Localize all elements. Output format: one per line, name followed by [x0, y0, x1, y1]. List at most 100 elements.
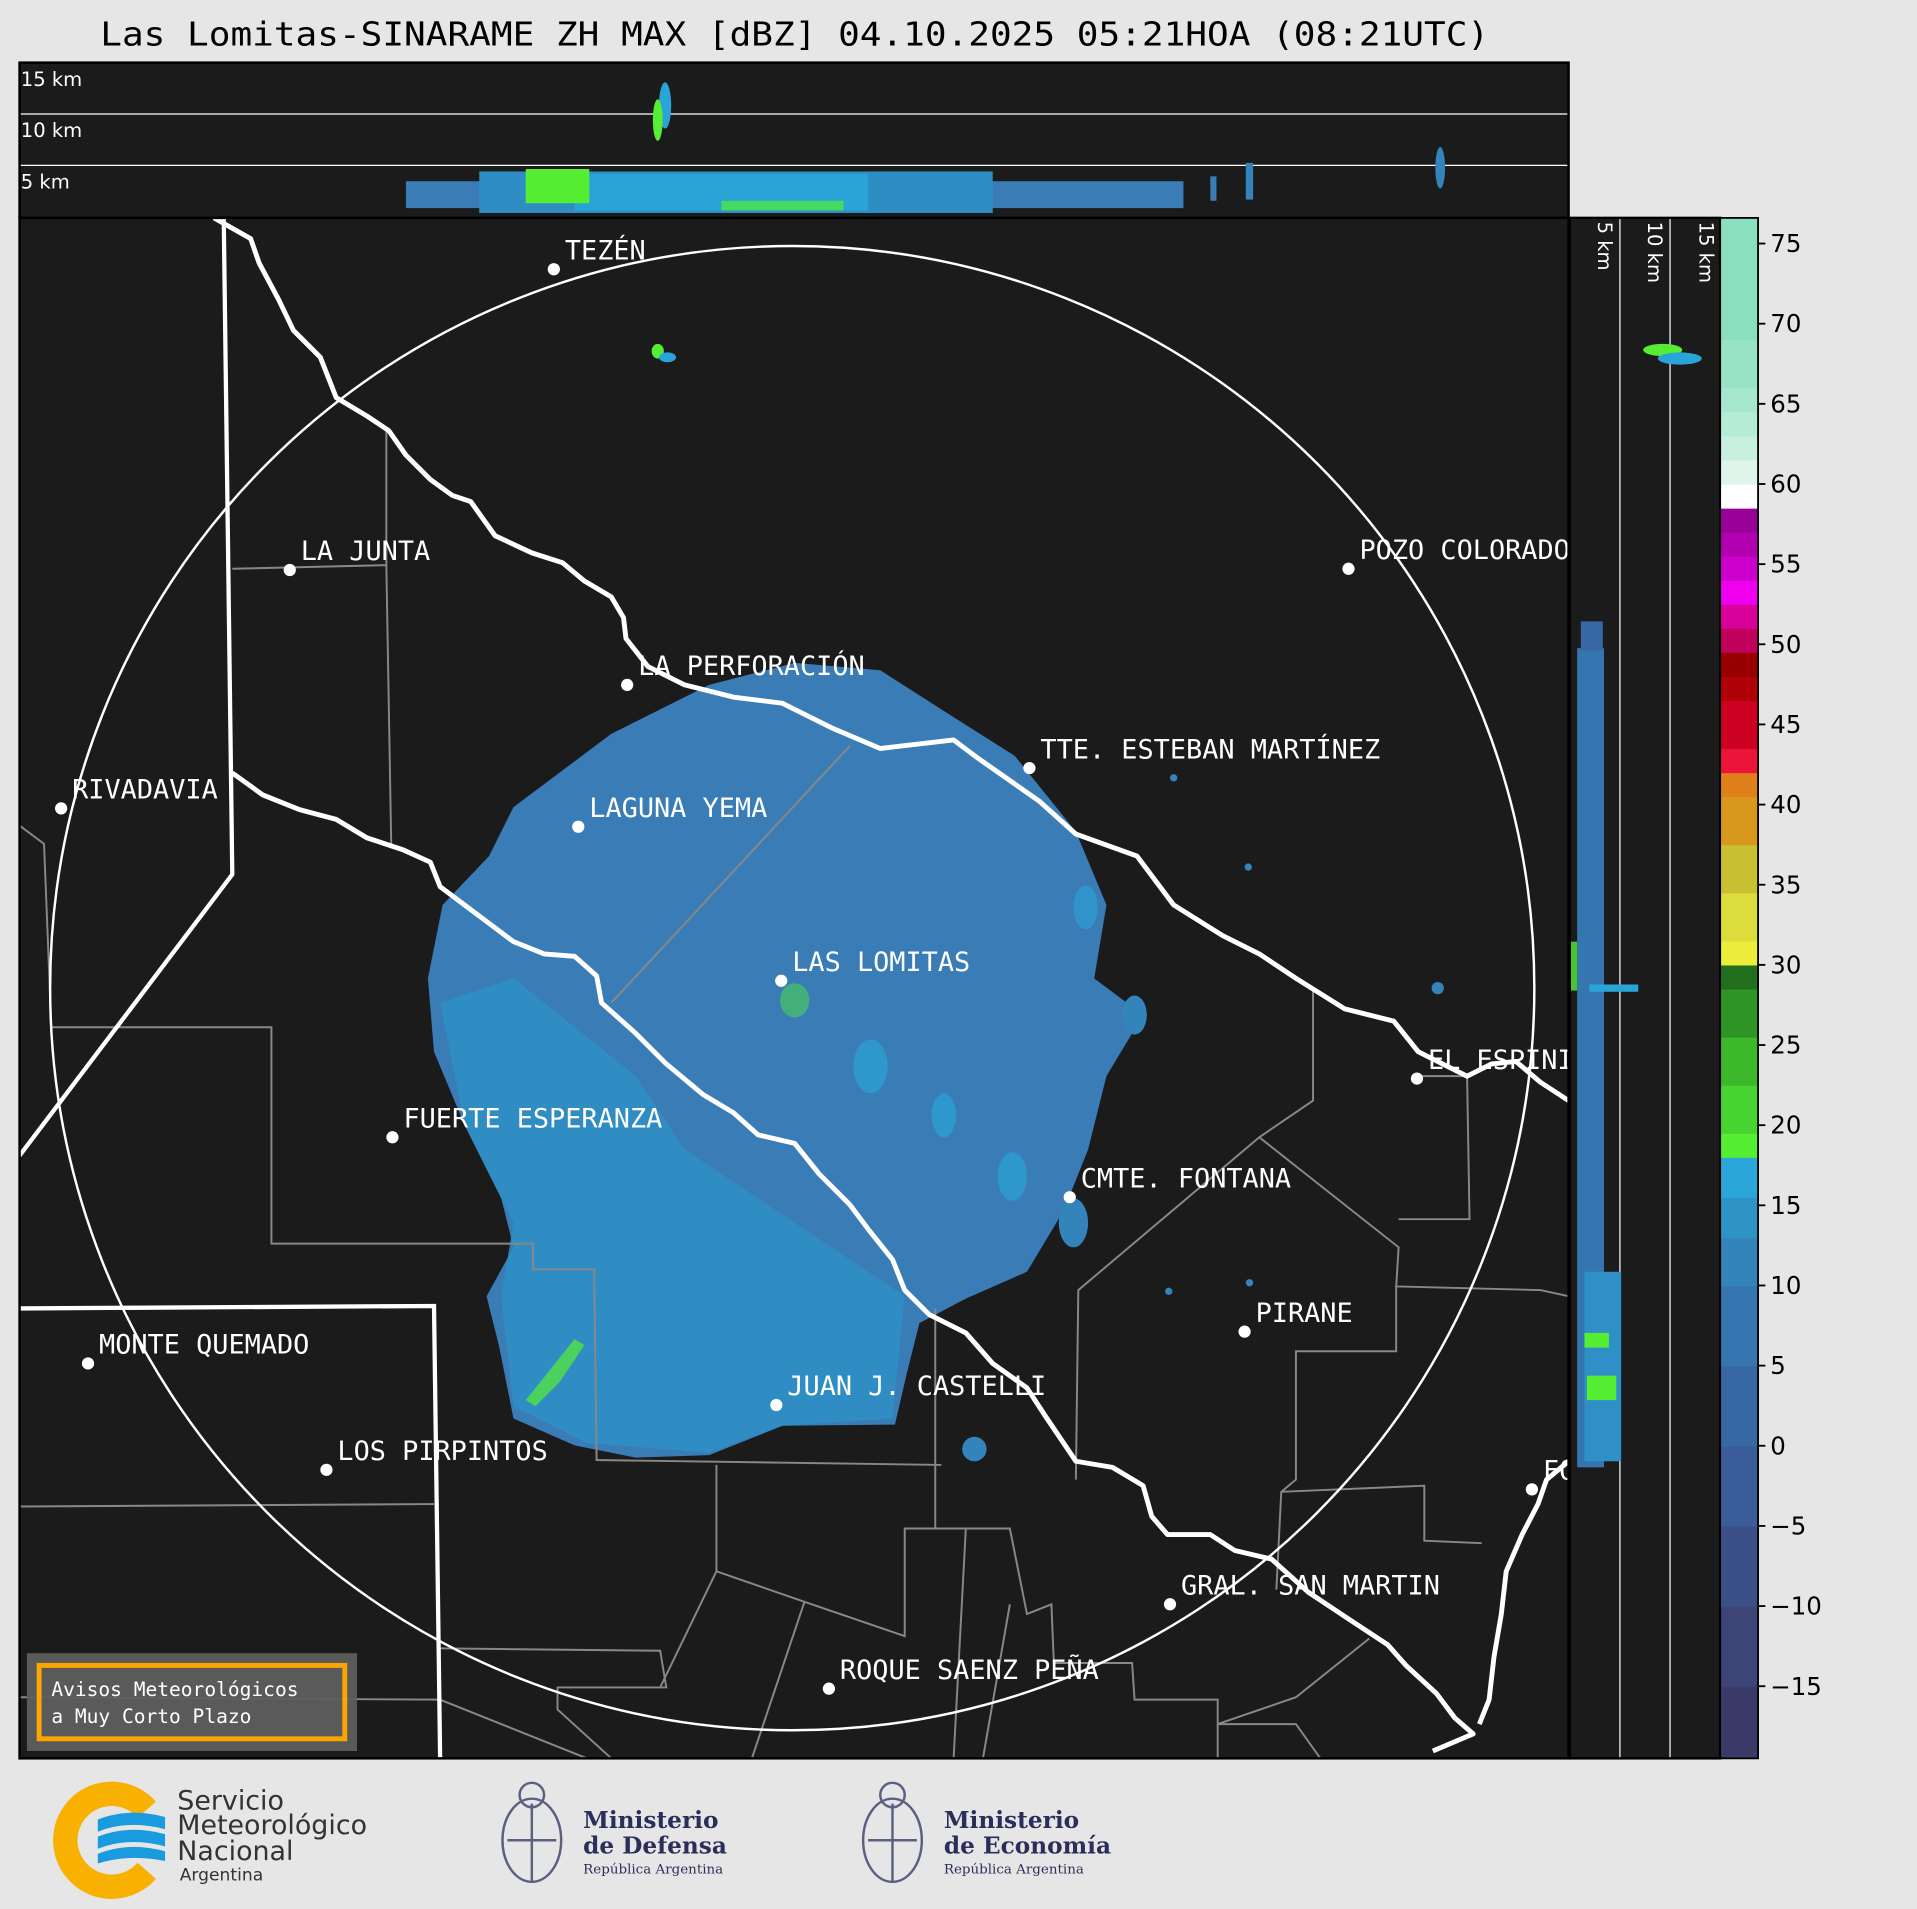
- city-dot-icon: [1163, 1598, 1177, 1611]
- colorbar-segment: [1720, 1085, 1759, 1134]
- city-marker: EL ESPINILLO: [1410, 1045, 1622, 1085]
- radar-echo: [427, 343, 1444, 1462]
- city-label: JUAN J. CASTELLI: [787, 1371, 1046, 1402]
- city-marker: JUAN J. CASTELLI: [770, 1371, 1046, 1412]
- city-dot-icon: [572, 820, 585, 833]
- city-dot-icon: [621, 678, 634, 692]
- city-label: CMTE. FONTANA: [1081, 1163, 1291, 1194]
- economia-line1: Ministerio: [944, 1807, 1079, 1834]
- colorbar-tick-label: 35: [1770, 870, 1801, 899]
- colorbar-segment: [1720, 676, 1759, 702]
- smn-logo: Servicio Meteorológico Nacional Argentin…: [53, 1781, 367, 1899]
- city-marker: FUERTE ESPERANZA: [386, 1103, 662, 1144]
- range-ring: [48, 244, 1536, 1732]
- colorbar-segment: [1720, 1365, 1759, 1447]
- side-panel-echo: [1569, 343, 1702, 1468]
- colorbar-segment: [1720, 387, 1759, 413]
- colorbar-tick-label: 15: [1770, 1191, 1801, 1220]
- province-boundaries: [19, 217, 443, 1759]
- city-label: LA PERFORACIÓN: [638, 650, 865, 682]
- colorbar-segment: [1720, 1237, 1759, 1287]
- city-dot-icon: [770, 1398, 783, 1412]
- city-marker: RIVADAVIA: [55, 775, 218, 815]
- defensa-line2: de Defensa: [583, 1833, 727, 1860]
- side-height-panel: 5 km 10 km 15 km: [1569, 217, 1721, 1759]
- city-marker: LAGUNA YEMA: [572, 793, 767, 833]
- coat-of-arms-icon: [501, 1781, 563, 1884]
- city-marker: ROQUE SAENZ PEÑA: [822, 1654, 1099, 1695]
- city-label: RIVADAVIA: [72, 775, 218, 806]
- economia-line2: de Economía: [944, 1833, 1111, 1860]
- economia-line3: República Argentina: [944, 1862, 1084, 1877]
- colorbar-tick-label: −15: [1770, 1672, 1822, 1701]
- colorbar-segment: [1720, 1606, 1759, 1687]
- smn-logo-line2: Meteorológico: [177, 1810, 367, 1841]
- city-marker: CMTE. FONTANA: [1063, 1163, 1291, 1204]
- colorbar-tick-label: 30: [1770, 950, 1801, 979]
- smn-logo-line4: Argentina: [180, 1866, 263, 1886]
- colorbar-tick-label: 50: [1770, 630, 1801, 659]
- colorbar-segment: [1720, 1445, 1759, 1527]
- city-dot-icon: [1023, 761, 1036, 775]
- city-dot-icon: [320, 1463, 333, 1476]
- city-marker: LAS LOMITAS: [775, 947, 970, 987]
- colorbar: −15 −10 −5 0 5 10 15 20 25 30 35 40 45 50 55 60 65 70 75: [1719, 216, 1822, 1760]
- defensa-line3: República Argentina: [583, 1862, 723, 1877]
- radar-map[interactable]: TEZÉN LA JUNTA POZO COLORADO LA PERFORACIÓN…: [19, 217, 1657, 1759]
- city-marker: POZO COLORADO: [1342, 535, 1569, 575]
- city-dot-icon: [283, 563, 296, 577]
- colorbar-segment: [1720, 748, 1759, 774]
- side-label-5km: 5 km: [1593, 222, 1616, 271]
- city-dot-icon: [386, 1131, 399, 1144]
- colorbar-tick-label: 5: [1770, 1351, 1786, 1380]
- colorbar-tick-label: 20: [1770, 1111, 1801, 1140]
- city-label: FORMOSA: [1543, 1456, 1656, 1487]
- city-label: LA JUNTA: [301, 536, 430, 567]
- colorbar-segment: [1720, 628, 1759, 653]
- colorbar-tick-label: 75: [1770, 229, 1801, 258]
- warning-box-line1: Avisos Meteorológicos: [51, 1678, 298, 1701]
- colorbar-segment: [1720, 217, 1759, 341]
- city-label: EL ESPINILLO: [1428, 1045, 1622, 1076]
- warning-box[interactable]: Avisos Meteorológicos a Muy Corto Plazo: [26, 1653, 357, 1752]
- colorbar-segment: [1720, 339, 1759, 389]
- side-label-10km: 10 km: [1643, 222, 1666, 283]
- city-marker: LA JUNTA: [283, 536, 430, 577]
- colorbar-segment: [1720, 435, 1759, 461]
- colorbar-segment: [1720, 940, 1759, 966]
- city-dot-icon: [55, 802, 68, 815]
- colorbar-segment: [1720, 772, 1759, 798]
- colorbar-segment: [1720, 988, 1759, 1038]
- colorbar-tick-label: 0: [1770, 1431, 1786, 1460]
- city-label: MONTE QUEMADO: [99, 1330, 309, 1361]
- city-label: TTE. ESTEBAN MARTÍNEZ: [1040, 733, 1380, 765]
- colorbar-segment: [1720, 1686, 1759, 1759]
- colorbar-tick-label: 70: [1770, 309, 1801, 338]
- city-dot-icon: [81, 1357, 95, 1370]
- city-label: LAGUNA YEMA: [589, 793, 767, 824]
- city-marker: FORMOSA: [1525, 1456, 1656, 1496]
- city-label: FUERTE ESPERANZA: [403, 1103, 662, 1134]
- colorbar-segment: [1720, 556, 1759, 581]
- colorbar-tick-label: 25: [1770, 1031, 1801, 1060]
- colorbar-segment: [1720, 508, 1759, 533]
- city-label: POZO COLORADO: [1360, 535, 1570, 566]
- colorbar-segment: [1720, 483, 1759, 509]
- smn-logo-line1: Servicio: [177, 1786, 284, 1817]
- smn-logo-line3: Nacional: [177, 1836, 293, 1867]
- colorbar-tick-label: 45: [1770, 710, 1801, 739]
- top-label-15km: 15 km: [21, 68, 82, 91]
- city-dot-icon: [1063, 1191, 1076, 1204]
- city-marker: TTE. ESTEBAN MARTÍNEZ: [1023, 733, 1380, 775]
- top-panel-echo: [405, 82, 1446, 214]
- colorbar-segment: [1720, 1133, 1759, 1158]
- city-label: LAS LOMITAS: [792, 947, 970, 978]
- city-dot-icon: [775, 974, 788, 987]
- warning-box-line2: a Muy Corto Plazo: [51, 1705, 251, 1728]
- city-marker: GRAL. SAN MARTIN: [1163, 1571, 1440, 1611]
- city-dot-icon: [1410, 1072, 1424, 1085]
- colorbar-tick-label: 40: [1770, 790, 1801, 819]
- colorbar-tick-label: 65: [1770, 389, 1801, 418]
- colorbar-segment: [1720, 652, 1759, 677]
